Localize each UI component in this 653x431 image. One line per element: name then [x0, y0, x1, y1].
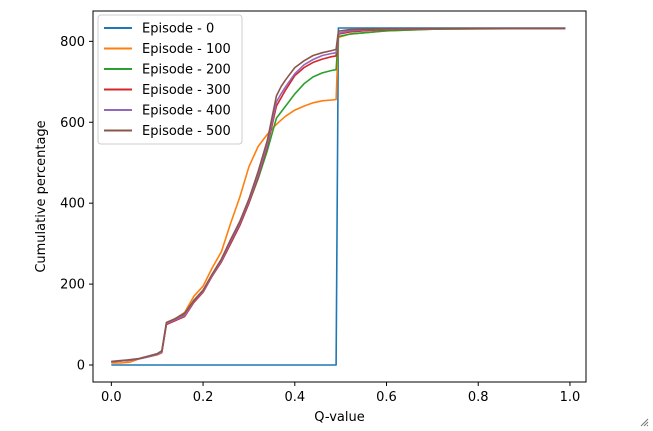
series-line-4 — [111, 27, 566, 363]
legend-label: Episode - 500 — [142, 124, 231, 139]
x-axis-label: Q-value — [314, 410, 364, 425]
axes-frame — [92, 10, 587, 383]
x-tick-label: 0.0 — [101, 390, 122, 405]
x-tick-label: 0.6 — [376, 390, 397, 405]
y-tick-label: 800 — [60, 35, 85, 50]
y-axis-ticks: 0 200 400 600 800 — [60, 35, 93, 374]
resize-grip-icon[interactable] — [640, 418, 649, 427]
y-tick-label: 400 — [60, 197, 85, 212]
x-tick-label: 1.0 — [560, 390, 581, 405]
legend-label: Episode - 0 — [142, 22, 214, 37]
legend: Episode - 0 Episode - 100 Episode - 200 Epi… — [97, 14, 243, 145]
x-axis-ticks: 0.0 0.2 0.4 0.6 0.8 1.0 — [101, 382, 580, 405]
y-tick-label: 0 — [77, 359, 85, 374]
legend-label: Episode - 400 — [142, 104, 231, 119]
x-tick-label: 0.8 — [468, 390, 489, 405]
y-tick-label: 600 — [60, 116, 85, 131]
legend-label: Episode - 100 — [142, 42, 231, 57]
legend-label: Episode - 200 — [142, 63, 231, 78]
y-axis-label: Cumulative percentage — [34, 120, 49, 272]
x-tick-label: 0.2 — [193, 390, 214, 405]
x-tick-label: 0.4 — [284, 390, 305, 405]
y-tick-label: 200 — [60, 278, 85, 293]
legend-box — [97, 14, 243, 145]
legend-label: Episode - 300 — [142, 83, 231, 98]
series-line-5 — [111, 27, 566, 363]
series-group — [111, 27, 566, 366]
